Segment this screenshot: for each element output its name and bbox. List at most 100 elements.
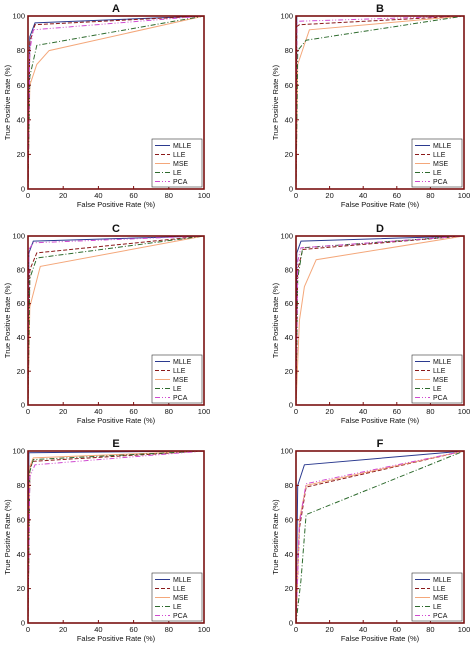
- y-tick-label: 40: [285, 115, 293, 124]
- legend-entry: PCA: [173, 179, 188, 186]
- series-line-le: [28, 451, 204, 623]
- y-tick-label: 100: [12, 447, 25, 456]
- legend-entry: LE: [173, 604, 182, 611]
- x-tick-label: 0: [294, 625, 298, 634]
- x-tick-label: 100: [458, 407, 471, 416]
- x-tick-label: 40: [94, 625, 102, 634]
- panel-title: C: [112, 223, 120, 235]
- x-tick-label: 20: [59, 407, 67, 416]
- legend: MLLE LLE MSE LE PCA: [151, 354, 203, 404]
- y-tick-label: 40: [17, 333, 25, 342]
- x-tick-label: 40: [94, 191, 102, 200]
- y-axis-label: True Positive Rate (%): [271, 282, 280, 358]
- y-tick-label: 100: [280, 232, 293, 241]
- x-axis-label: False Positive Rate (%): [77, 416, 156, 425]
- legend-entry: LE: [433, 386, 442, 393]
- roc-panel: D 00 20 20 40 40 60 60 80 80 100 100 False Positive …: [271, 223, 470, 425]
- legend: MLLE LLE MSE LE PCA: [411, 138, 463, 188]
- legend-entry: LLE: [173, 368, 186, 375]
- y-tick-label: 20: [285, 367, 293, 376]
- x-axis-label: False Positive Rate (%): [341, 200, 420, 209]
- y-tick-label: 20: [17, 584, 25, 593]
- x-tick-label: 80: [165, 407, 173, 416]
- y-tick-label: 60: [285, 299, 293, 308]
- legend-entry: PCA: [433, 179, 448, 186]
- series-line-le: [296, 451, 464, 623]
- y-tick-label: 100: [280, 12, 293, 21]
- y-tick-label: 40: [285, 550, 293, 559]
- x-tick-label: 80: [426, 191, 434, 200]
- plot-frame: [27, 15, 205, 190]
- roc-panel: B 00 20 20 40 40 60 60 80 80 100 100 False Positive …: [271, 3, 470, 209]
- x-tick-label: 40: [359, 407, 367, 416]
- plot-frame: [27, 235, 205, 406]
- legend-entry: PCA: [173, 395, 188, 402]
- plot-frame: [295, 450, 465, 624]
- legend-entry: LE: [433, 604, 442, 611]
- y-tick-label: 80: [285, 46, 293, 55]
- y-tick-label: 20: [285, 150, 293, 159]
- plot-frame: [295, 235, 465, 406]
- legend: MLLE LLE MSE LE PCA: [411, 354, 463, 404]
- legend-entry: MLLE: [173, 143, 192, 150]
- series-line-pca: [296, 16, 464, 189]
- x-tick-label: 100: [198, 625, 211, 634]
- y-tick-label: 100: [12, 232, 25, 241]
- legend-entry: MLLE: [433, 577, 452, 584]
- legend-entry: LLE: [433, 152, 446, 159]
- series-line-mse: [296, 236, 464, 405]
- series-line-pca: [296, 236, 464, 405]
- y-tick-label: 100: [280, 447, 293, 456]
- series-line-mse: [28, 236, 204, 405]
- panel-title: B: [376, 3, 384, 15]
- y-tick-label: 0: [21, 401, 25, 410]
- x-axis-label: False Positive Rate (%): [341, 634, 420, 643]
- y-tick-label: 80: [17, 481, 25, 490]
- y-tick-label: 0: [289, 185, 293, 194]
- x-tick-label: 20: [59, 191, 67, 200]
- y-tick-label: 20: [285, 584, 293, 593]
- series-line-lle: [28, 451, 204, 623]
- x-tick-label: 0: [26, 625, 30, 634]
- y-tick-label: 60: [17, 515, 25, 524]
- panel-title: D: [376, 223, 384, 235]
- legend-entry: LLE: [173, 586, 186, 593]
- x-tick-label: 20: [325, 191, 333, 200]
- x-tick-label: 100: [198, 407, 211, 416]
- legend-entry: PCA: [433, 395, 448, 402]
- y-tick-label: 100: [12, 12, 25, 21]
- legend: MLLE LLE MSE LE PCA: [411, 572, 463, 622]
- y-tick-label: 0: [21, 185, 25, 194]
- y-axis-label: True Positive Rate (%): [3, 64, 12, 140]
- y-tick-label: 60: [17, 81, 25, 90]
- legend-entry: MSE: [173, 595, 189, 602]
- x-tick-label: 0: [26, 407, 30, 416]
- legend-entry: LE: [173, 386, 182, 393]
- series-line-le: [296, 236, 464, 405]
- y-tick-label: 20: [17, 150, 25, 159]
- y-tick-label: 80: [17, 46, 25, 55]
- x-tick-label: 20: [325, 625, 333, 634]
- legend-entry: MSE: [173, 161, 189, 168]
- legend-entry: MLLE: [433, 143, 452, 150]
- panel-title: F: [377, 438, 384, 450]
- legend-entry: PCA: [433, 613, 448, 620]
- y-tick-label: 80: [17, 265, 25, 274]
- plot-frame: [27, 450, 205, 624]
- y-tick-label: 80: [285, 265, 293, 274]
- legend-entry: LLE: [433, 586, 446, 593]
- series-line-le: [296, 16, 464, 189]
- roc-panel: F 00 20 20 40 40 60 60 80 80 100 100 False Positive …: [271, 438, 470, 643]
- y-tick-label: 60: [285, 515, 293, 524]
- series-line-le: [28, 236, 204, 405]
- x-tick-label: 0: [294, 191, 298, 200]
- x-tick-label: 0: [26, 191, 30, 200]
- y-tick-label: 40: [17, 550, 25, 559]
- legend-entry: LLE: [173, 152, 186, 159]
- roc-panel: A 00 20 20 40 40 60 60 80 80 100 100 False Positive …: [3, 3, 210, 209]
- x-tick-label: 40: [359, 191, 367, 200]
- legend-entry: MLLE: [173, 359, 192, 366]
- x-tick-label: 80: [165, 625, 173, 634]
- x-tick-label: 40: [359, 625, 367, 634]
